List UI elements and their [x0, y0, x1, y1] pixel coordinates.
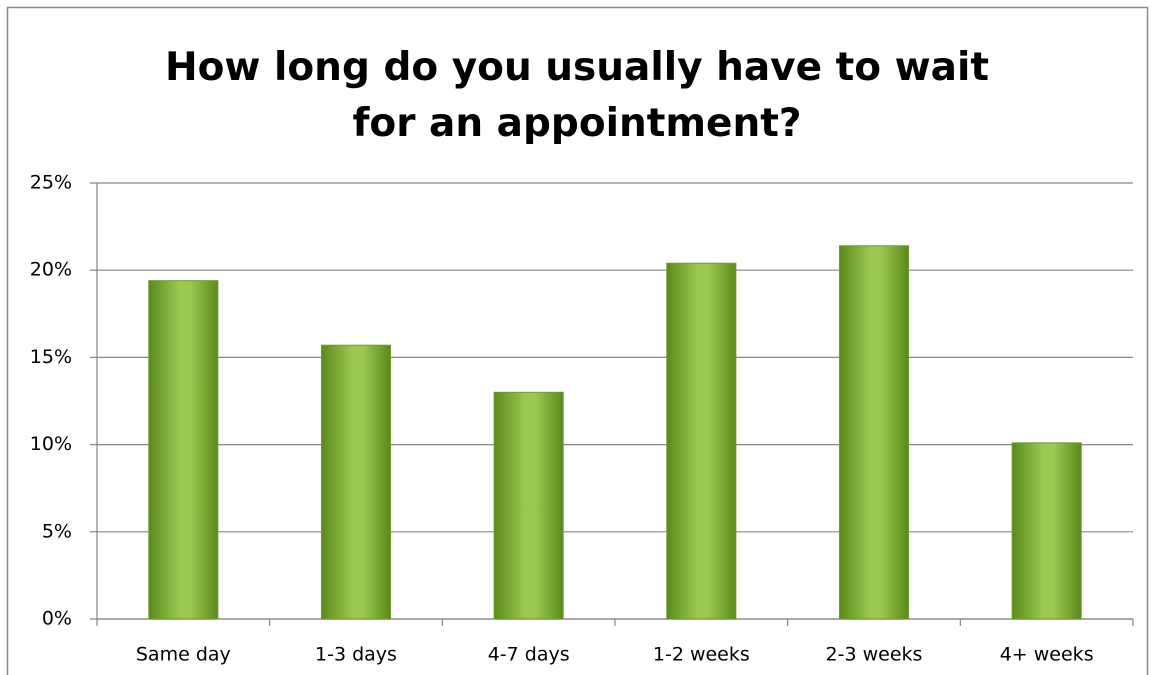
y-tick-label: 15% — [30, 346, 72, 368]
x-tick-label: 2-3 weeks — [826, 644, 923, 666]
bar — [1011, 442, 1082, 620]
x-tick-label: 1-2 weeks — [653, 644, 750, 666]
chart-frame — [6, 6, 1149, 675]
bar — [320, 344, 392, 620]
x-tick-label: 1-3 days — [315, 644, 397, 666]
chart-title: How long do you usually have to wait for… — [164, 45, 989, 146]
bar — [493, 391, 564, 620]
bar — [666, 262, 737, 620]
bar — [148, 280, 219, 620]
y-tick-label: 0% — [42, 608, 72, 630]
x-tick-label: Same day — [136, 644, 231, 666]
x-tick-label: 4-7 days — [488, 644, 570, 666]
y-tick-label: 25% — [30, 172, 72, 194]
bar — [838, 245, 910, 620]
y-tick-label: 5% — [42, 520, 72, 542]
y-tick-label: 20% — [30, 259, 72, 281]
x-tick-label: 4+ weeks — [1000, 644, 1094, 666]
y-tick-label: 10% — [30, 433, 72, 455]
